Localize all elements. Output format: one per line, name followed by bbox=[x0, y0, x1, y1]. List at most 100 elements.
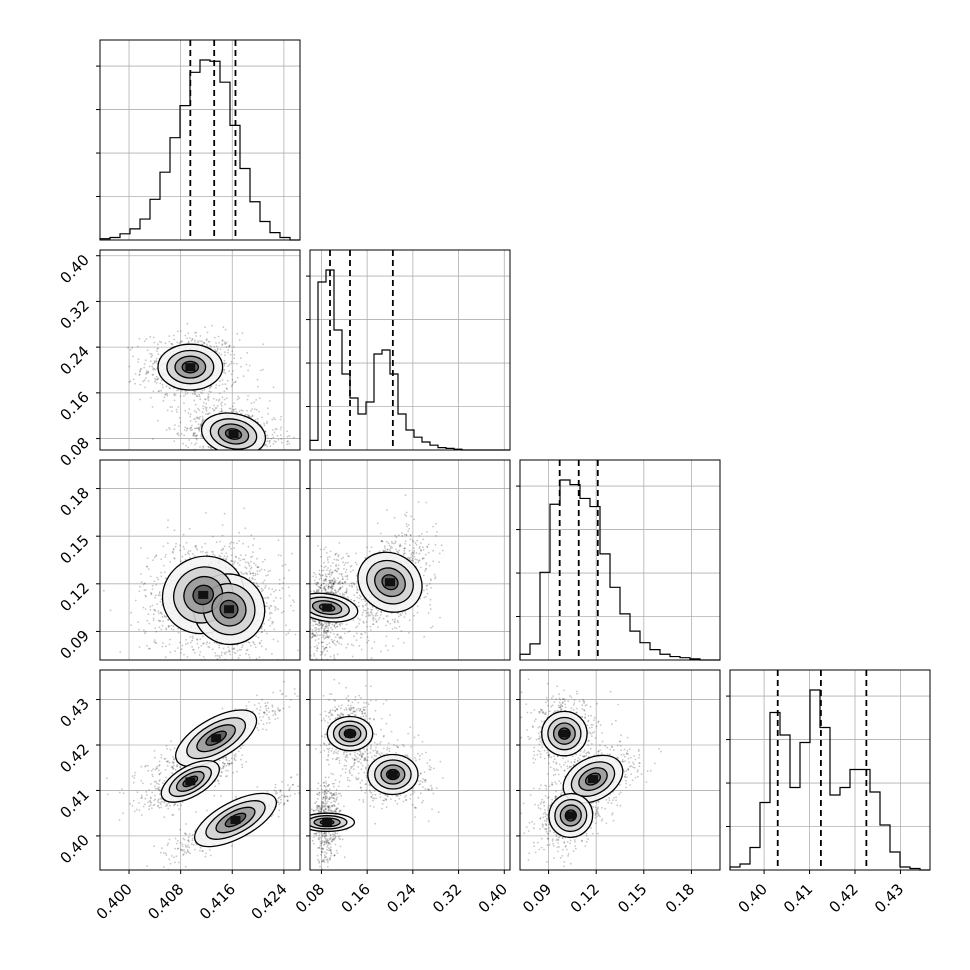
scatter-point bbox=[323, 561, 325, 564]
scatter-point bbox=[345, 623, 348, 626]
scatter-point bbox=[296, 649, 299, 652]
scatter-point bbox=[258, 585, 260, 588]
scatter-point bbox=[345, 591, 348, 594]
scatter-point bbox=[321, 624, 324, 627]
scatter-point bbox=[256, 378, 259, 381]
scatter-point bbox=[235, 410, 237, 413]
scatter-point bbox=[163, 780, 166, 782]
scatter-point bbox=[242, 542, 245, 545]
scatter-point bbox=[283, 577, 285, 579]
scatter-point bbox=[339, 587, 341, 590]
scatter-point bbox=[253, 401, 256, 404]
scatter-point bbox=[349, 565, 352, 568]
scatter-point bbox=[191, 635, 194, 638]
scatter-point bbox=[221, 343, 224, 345]
scatter-point bbox=[153, 556, 156, 559]
scatter-point bbox=[215, 384, 218, 386]
scatter-point bbox=[347, 643, 349, 646]
scatter-point bbox=[218, 655, 221, 657]
scatter-point bbox=[196, 395, 199, 398]
scatter-point bbox=[171, 550, 174, 553]
scatter-point bbox=[327, 624, 330, 626]
scatter-point bbox=[337, 555, 339, 558]
scatter-point bbox=[284, 563, 287, 566]
scatter-point bbox=[334, 636, 337, 638]
scatter-point bbox=[168, 426, 170, 429]
scatter-point bbox=[321, 653, 323, 655]
scatter-point bbox=[329, 579, 332, 582]
scatter-point bbox=[204, 326, 207, 329]
scatter-point bbox=[314, 582, 317, 585]
scatter-point bbox=[159, 620, 162, 622]
scatter-point bbox=[230, 360, 233, 363]
scatter-point bbox=[248, 653, 250, 656]
scatter-point bbox=[384, 549, 387, 552]
scatter-point bbox=[408, 619, 411, 621]
scatter-point bbox=[225, 397, 228, 400]
scatter-point bbox=[238, 540, 241, 542]
scatter-point bbox=[256, 418, 259, 420]
scatter-point bbox=[438, 552, 441, 555]
scatter-point bbox=[350, 598, 352, 601]
scatter-point bbox=[405, 511, 408, 514]
scatter-point bbox=[321, 574, 324, 577]
scatter-point bbox=[212, 553, 215, 556]
scatter-point bbox=[425, 568, 427, 571]
scatter-point bbox=[322, 569, 325, 572]
scatter-point bbox=[325, 551, 328, 554]
scatter-point bbox=[314, 634, 317, 637]
scatter-point bbox=[327, 627, 330, 629]
scatter-point bbox=[271, 433, 274, 436]
scatter-point bbox=[177, 425, 180, 427]
scatter-point bbox=[175, 408, 178, 411]
scatter-point bbox=[181, 340, 184, 343]
scatter-point bbox=[271, 418, 274, 421]
scatter-point bbox=[246, 573, 249, 576]
scatter-point bbox=[323, 648, 325, 650]
scatter-point bbox=[321, 626, 324, 629]
scatter-point bbox=[338, 542, 341, 544]
scatter-point bbox=[154, 379, 157, 381]
scatter-point bbox=[227, 650, 230, 653]
scatter-point bbox=[279, 434, 282, 437]
scatter-point bbox=[398, 549, 400, 552]
scatter-point bbox=[157, 594, 160, 596]
scatter-point bbox=[220, 407, 223, 410]
scatter-point bbox=[312, 634, 315, 637]
scatter-point bbox=[204, 413, 207, 415]
scatter-point bbox=[268, 606, 271, 609]
scatter-point bbox=[221, 396, 224, 399]
scatter-point bbox=[352, 644, 355, 647]
scatter-point bbox=[332, 585, 335, 588]
scatter-point bbox=[345, 592, 348, 594]
scatter-point bbox=[172, 547, 175, 550]
scatter-point bbox=[432, 525, 434, 528]
scatter-point bbox=[164, 393, 167, 396]
scatter-point bbox=[349, 570, 352, 573]
scatter-point bbox=[139, 585, 141, 588]
scatter-point bbox=[365, 621, 368, 623]
scatter-point bbox=[332, 592, 334, 595]
scatter-point bbox=[151, 374, 154, 376]
scatter-point bbox=[214, 350, 217, 352]
histogram-panel-2 bbox=[516, 459, 721, 661]
scatter-point bbox=[355, 639, 358, 642]
scatter-point bbox=[184, 409, 187, 412]
scatter-point bbox=[326, 636, 329, 638]
scatter-point bbox=[160, 575, 163, 578]
scatter-point bbox=[323, 579, 326, 582]
scatter-point bbox=[154, 377, 156, 380]
scatter-point bbox=[198, 430, 201, 432]
scatter-point bbox=[187, 332, 190, 334]
scatter-point bbox=[413, 555, 415, 558]
scatter-point bbox=[214, 407, 217, 409]
scatter-point bbox=[189, 420, 192, 422]
scatter-point bbox=[233, 547, 236, 550]
scatter-point bbox=[385, 615, 388, 618]
scatter-point bbox=[324, 647, 326, 649]
scatter-point bbox=[230, 548, 232, 550]
scatter-point bbox=[324, 589, 327, 592]
scatter-point bbox=[432, 560, 435, 563]
scatter-point bbox=[380, 611, 383, 614]
scatter-point bbox=[186, 427, 189, 430]
